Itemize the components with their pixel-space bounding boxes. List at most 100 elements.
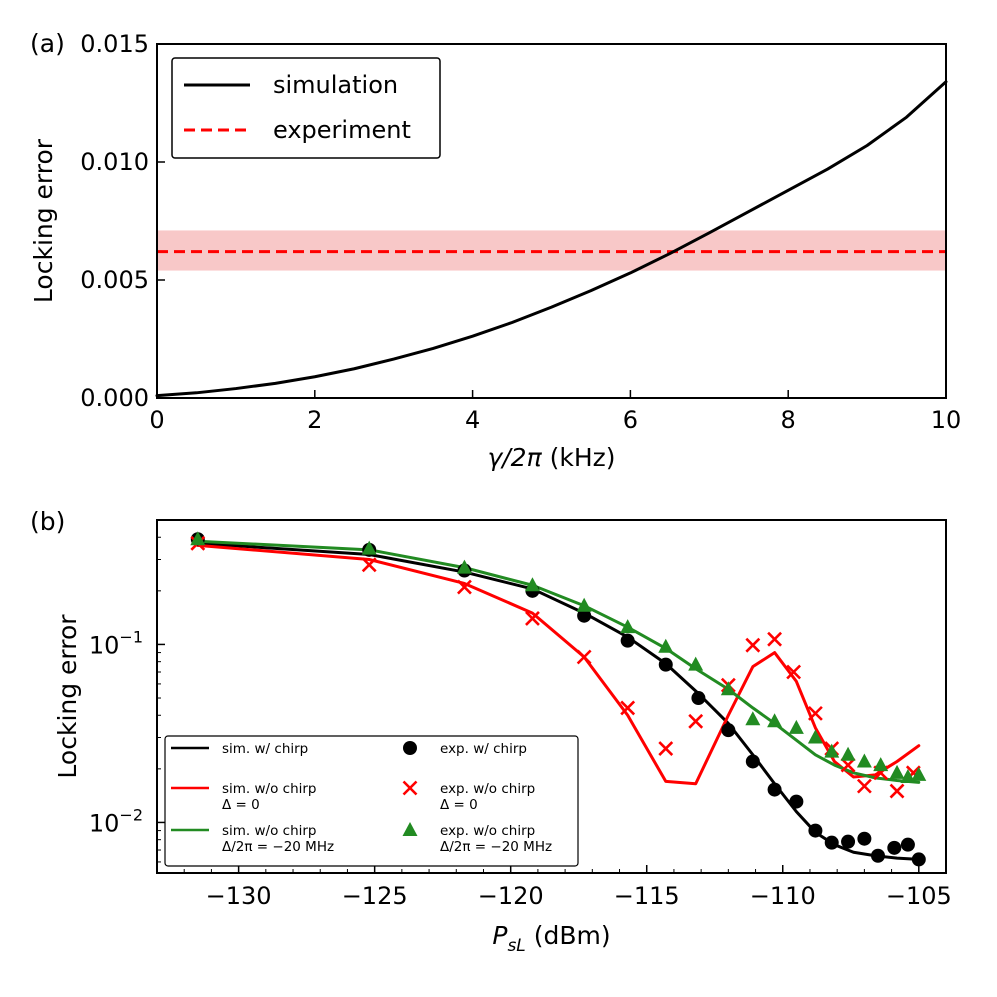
legend-entry-sublabel: Δ = 0 — [440, 797, 478, 813]
exp-point-cross — [525, 610, 540, 626]
legend-experiment-label: experiment — [273, 116, 411, 144]
panel-a-legend: simulation experiment — [171, 57, 441, 159]
exp-point-cross-stroke — [576, 649, 592, 665]
exp-point-cross — [786, 664, 802, 680]
exp-point-circle — [745, 754, 760, 769]
exp-point-cross — [745, 637, 761, 653]
exp-point-triangle — [889, 764, 905, 779]
exp-point-circle — [900, 837, 915, 852]
exp-point-triangle — [824, 743, 840, 758]
x-label-unit: (kHz) — [542, 443, 616, 472]
exp-point-triangle — [745, 711, 761, 726]
panel-a-label: (a) — [30, 29, 65, 58]
panel-a-x-axis-label: γ/2π (kHz) — [487, 443, 615, 472]
exp-point-circle — [658, 657, 673, 672]
x-tick-label: 0 — [149, 406, 164, 434]
exp-point-cross-stroke — [620, 700, 636, 716]
x-tick-label: −120 — [478, 882, 544, 910]
x-tick-label: −110 — [750, 882, 816, 910]
exp-point-triangle — [658, 638, 674, 653]
exp-point-cross-stroke — [457, 579, 472, 595]
panel-b-y-axis-label: Locking error — [53, 614, 82, 779]
exp-point-triangle — [361, 540, 377, 555]
panel-b-axes-frame — [156, 519, 947, 874]
exp-point-circle — [887, 840, 902, 855]
legend-entry-sublabel: Δ/2π = −20 MHz — [440, 839, 552, 855]
x-label-subscript: sL — [507, 936, 525, 956]
exp-point-triangle — [190, 531, 206, 546]
exp-point-triangle — [767, 713, 783, 728]
exp-point-cross — [889, 783, 905, 799]
exp-point-triangle — [807, 729, 823, 744]
x-label-symbol: γ/2π — [487, 443, 542, 472]
y-tick-label: 10−2 — [89, 805, 143, 837]
exp-point-triangle — [720, 681, 736, 696]
exp-point-cross-stroke — [688, 713, 704, 729]
exp-point-circle — [577, 608, 592, 623]
exp-point-cross — [620, 700, 636, 716]
y-tick-label: 0.005 — [80, 266, 149, 294]
exp-point-cross-stroke — [361, 557, 377, 573]
panel-a-ticks: 0 2 4 6 8 10 0.000 0.005 0.010 0.015 — [80, 30, 961, 434]
exp-point-circle — [620, 633, 635, 648]
exp-point-circle — [721, 723, 736, 738]
exp-point-cross — [807, 705, 823, 721]
y-tick-label: 0.000 — [80, 384, 149, 412]
exp-point-circle — [824, 835, 839, 850]
x-tick-label: 10 — [931, 406, 962, 434]
exp-point-cross-stroke — [889, 783, 905, 799]
x-tick-label: −115 — [614, 882, 680, 910]
legend-entry-label: sim. w/ chirp — [222, 741, 308, 757]
x-tick-label: 8 — [781, 406, 796, 434]
sim-line-0 — [196, 541, 921, 861]
exp-point-triangle — [576, 597, 592, 612]
exp-point-circle — [857, 831, 872, 846]
exp-point-cross-stroke — [767, 631, 783, 647]
x-tick-label: 2 — [307, 406, 322, 434]
exp-point-cross — [658, 741, 674, 756]
exp-point-cross — [576, 649, 592, 665]
y-tick-label: 0.015 — [80, 30, 149, 58]
y-tick-base: 10 — [89, 631, 120, 659]
exp-point-cross-stroke — [525, 610, 540, 626]
panel-a: (a) 0 2 4 6 8 10 0.000 0.005 0.010 0.015 γ/2π (kH… — [29, 29, 961, 472]
legend-exp-swatch — [402, 822, 418, 836]
y-tick-label: 0.010 — [80, 148, 149, 176]
sim-line-1 — [196, 543, 921, 786]
exp-point-circle — [691, 691, 706, 706]
exp-point-triangle — [873, 757, 889, 772]
exp-point-cross — [688, 713, 704, 729]
exp-point-cross — [457, 579, 472, 595]
exp-point-triangle — [900, 769, 916, 784]
simulation-line — [155, 80, 948, 398]
exp-point-triangle — [456, 559, 472, 574]
exp-point-triangle — [788, 719, 804, 734]
exp-point-cross — [361, 557, 377, 573]
exp-point-triangle — [840, 746, 856, 761]
y-tick-exponent: −1 — [119, 627, 143, 646]
x-tick-label: −125 — [342, 882, 408, 910]
x-tick-label: 6 — [623, 406, 638, 434]
exp-point-cross-stroke — [856, 778, 872, 794]
exp-point-cross-stroke — [807, 705, 823, 721]
y-tick-label: 10−1 — [89, 627, 143, 659]
exp-point-triangle — [620, 619, 636, 634]
y-tick-base: 10 — [89, 809, 120, 837]
legend-entry-label: sim. w/o chirp — [222, 823, 317, 839]
legend-entry-sublabel: Δ/2π = −20 MHz — [222, 839, 334, 855]
exp-point-triangle — [688, 656, 704, 671]
legend-entry-sublabel: Δ = 0 — [222, 797, 260, 813]
x-tick-label: 4 — [465, 406, 480, 434]
legend-exp-swatch — [402, 780, 418, 796]
exp-point-cross-stroke — [745, 637, 761, 653]
exp-point-circle — [841, 834, 856, 849]
panel-b-marks — [190, 531, 927, 867]
y-tick-exponent: −2 — [119, 805, 143, 824]
panel-b-legend-box — [164, 735, 579, 867]
exp-point-triangle — [856, 753, 872, 768]
exp-point-cross — [767, 631, 783, 647]
legend-entry-label: exp. w/o chirp — [440, 781, 535, 797]
exp-point-circle — [767, 782, 782, 797]
